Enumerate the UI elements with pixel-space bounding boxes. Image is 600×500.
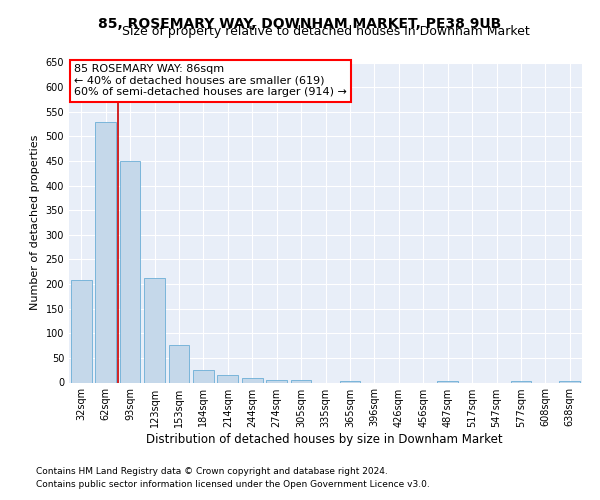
- Bar: [437, 380, 458, 382]
- Bar: [340, 380, 361, 382]
- Text: 85 ROSEMARY WAY: 86sqm
← 40% of detached houses are smaller (619)
60% of semi-de: 85 ROSEMARY WAY: 86sqm ← 40% of detached…: [74, 64, 347, 98]
- Bar: [217, 375, 238, 382]
- Y-axis label: Number of detached properties: Number of detached properties: [30, 135, 40, 310]
- Text: Contains HM Land Registry data © Crown copyright and database right 2024.: Contains HM Land Registry data © Crown c…: [36, 468, 388, 476]
- Bar: [119, 161, 140, 382]
- Title: Size of property relative to detached houses in Downham Market: Size of property relative to detached ho…: [122, 24, 529, 38]
- Bar: [71, 280, 92, 382]
- Text: Distribution of detached houses by size in Downham Market: Distribution of detached houses by size …: [146, 432, 502, 446]
- Bar: [290, 380, 311, 382]
- Text: Contains public sector information licensed under the Open Government Licence v3: Contains public sector information licen…: [36, 480, 430, 489]
- Text: 85, ROSEMARY WAY, DOWNHAM MARKET, PE38 9UB: 85, ROSEMARY WAY, DOWNHAM MARKET, PE38 9…: [98, 18, 502, 32]
- Bar: [144, 278, 165, 382]
- Bar: [169, 344, 190, 383]
- Bar: [95, 122, 116, 382]
- Bar: [511, 380, 532, 382]
- Bar: [559, 380, 580, 382]
- Bar: [266, 380, 287, 382]
- Bar: [193, 370, 214, 382]
- Bar: [242, 378, 263, 382]
